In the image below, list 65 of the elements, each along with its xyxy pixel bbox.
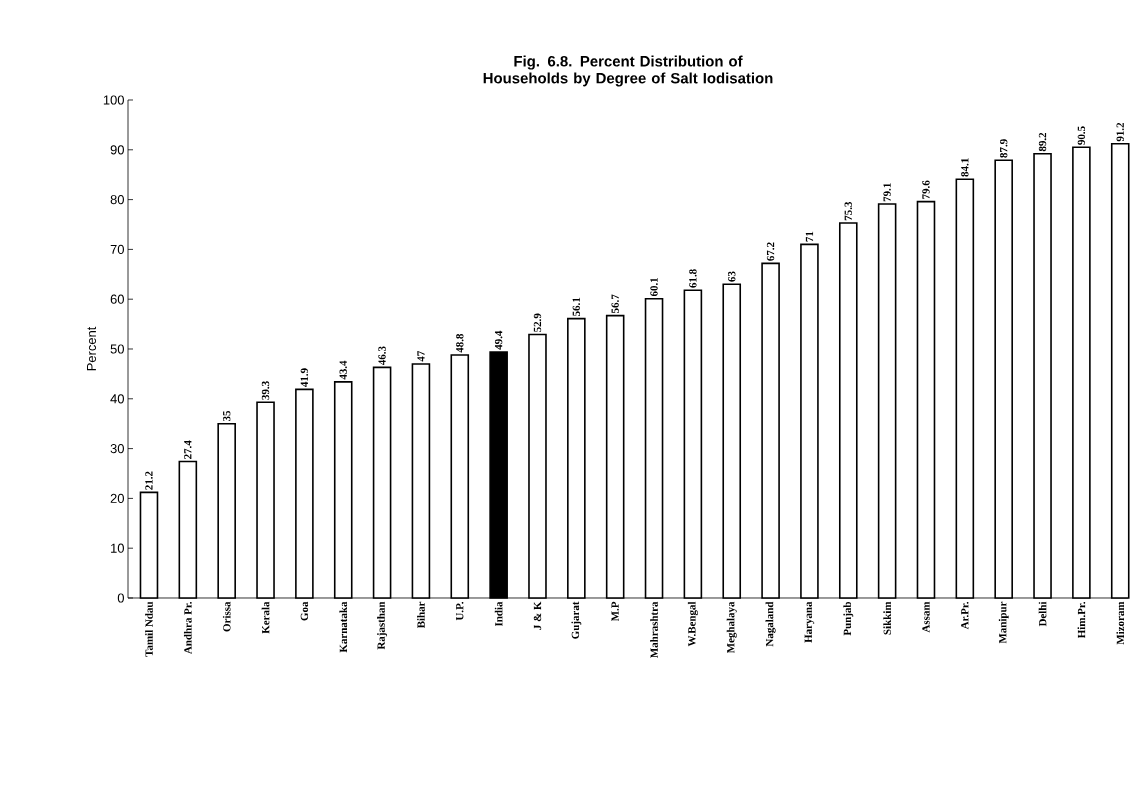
chart-title: Fig. 6.8. Percent Distribution of Households by Degree of Salt Iodisation xyxy=(483,55,773,87)
data-label: 61.8 xyxy=(689,269,697,288)
x-tick-label: Meghalaya xyxy=(726,601,737,654)
x-tick-label: Kerala xyxy=(261,601,270,634)
x-tick-label: Haryana xyxy=(804,601,815,643)
data-label: 41.9 xyxy=(300,368,309,387)
x-tick-label: W.Bengal xyxy=(687,601,698,647)
y-tick-label: 40 xyxy=(110,394,124,404)
data-label: 75.3 xyxy=(844,201,852,221)
x-tick-label: Goa xyxy=(300,601,309,621)
data-label: 56.1 xyxy=(572,297,581,316)
y-axis-title: Percent xyxy=(87,326,97,371)
x-tick-label: M.P xyxy=(611,601,619,622)
data-label: 91.2 xyxy=(1116,122,1124,142)
data-label: 90.5 xyxy=(1077,126,1086,145)
data-label: 67.2 xyxy=(766,242,775,261)
x-tick-label: Sikkim xyxy=(883,601,891,635)
data-label: 63 xyxy=(728,271,736,282)
x-tick-label: Rajasthan xyxy=(377,601,388,650)
data-label: 87.9 xyxy=(999,139,1008,158)
x-tick-label: Mizoram xyxy=(1116,601,1125,645)
data-label: 71 xyxy=(805,231,814,242)
x-tick-label: Ar.Pr. xyxy=(961,602,969,630)
data-label: 79.6 xyxy=(922,180,930,199)
y-tick-label: 100 xyxy=(103,95,124,105)
x-tick-label: Orissa xyxy=(222,601,231,632)
data-label: 43.4 xyxy=(339,360,347,380)
data-label: 35 xyxy=(223,410,231,422)
y-tick-label: 20 xyxy=(110,493,124,503)
data-label: 47 xyxy=(417,351,425,362)
y-tick-label: 80 xyxy=(110,195,124,205)
data-label: 79.1 xyxy=(883,183,891,202)
data-label: 49.4 xyxy=(494,330,503,350)
x-tick-label: India xyxy=(494,601,503,627)
y-tick-label: 30 xyxy=(110,444,124,454)
y-tick-label: 10 xyxy=(111,543,124,553)
x-tick-label: Bihar xyxy=(417,601,425,629)
x-tick-label: Punjab xyxy=(843,601,854,636)
data-label: 46.3 xyxy=(378,346,386,366)
data-label: 60.1 xyxy=(650,277,658,297)
x-tick-label: Mahrashtra xyxy=(650,601,658,658)
x-tick-label: Nagaland xyxy=(765,601,776,647)
x-tick-label: Karnataka xyxy=(339,601,348,653)
x-tick-label: Manipur xyxy=(998,601,1009,644)
data-label: 52.9 xyxy=(533,313,542,332)
x-tick-label: Him.Pr. xyxy=(1077,601,1086,639)
data-label: 84.1 xyxy=(961,158,969,177)
y-tick-label: 90 xyxy=(110,145,124,155)
y-tick-label: 70 xyxy=(110,244,124,254)
data-label: 89.2 xyxy=(1038,132,1047,152)
y-tick-label: 60 xyxy=(110,294,124,304)
data-label: 21.2 xyxy=(145,471,153,490)
data-label: 48.8 xyxy=(456,333,464,353)
x-tick-label: U.P. xyxy=(456,602,464,621)
data-label: 56.7 xyxy=(611,294,619,313)
x-tick-label: Tamil Ndau xyxy=(145,601,153,657)
x-tick-label: Gujarat xyxy=(571,601,582,639)
y-tick-label: 0 xyxy=(117,593,124,603)
data-label: 39.3 xyxy=(261,381,270,400)
data-label: 27.4 xyxy=(184,440,192,459)
x-tick-label: Delhi xyxy=(1038,601,1047,627)
x-tick-label: Assam xyxy=(922,601,930,633)
x-tick-label: Andhra Pr. xyxy=(183,602,192,654)
y-tick-label: 50 xyxy=(110,344,124,354)
x-tick-label: J & K xyxy=(533,601,542,630)
